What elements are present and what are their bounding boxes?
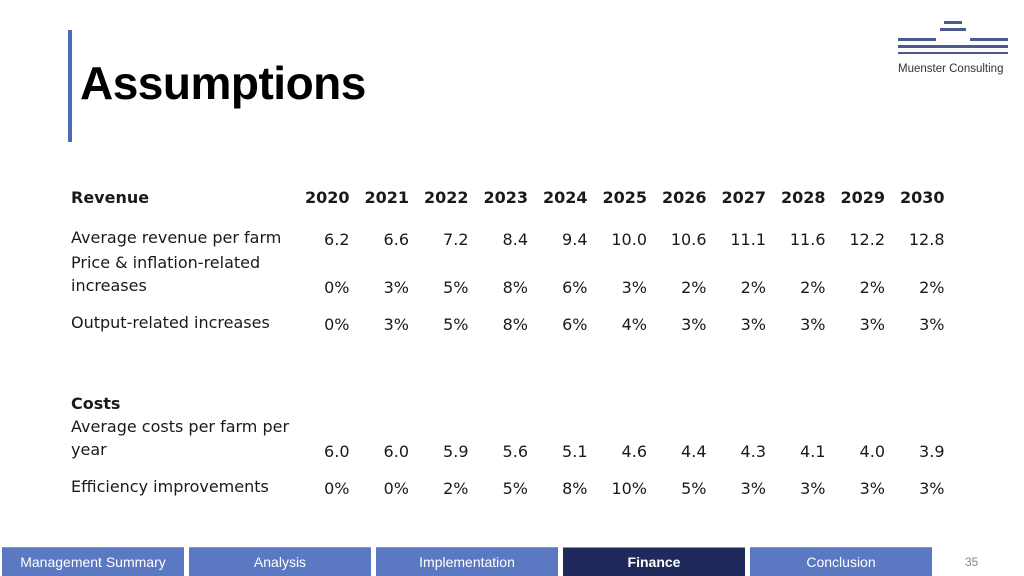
cell-value: 6.0 [383, 442, 409, 461]
cell-value: 5.9 [443, 442, 469, 461]
table-header-row: Revenue 2020 2021 2022 2023 2024 2025 20… [62, 180, 945, 214]
cell-value: 3% [859, 315, 885, 334]
cell-value: 4.1 [800, 442, 826, 461]
year-header: 2022 [423, 187, 469, 207]
table-row: Efficiency improvements 0% 0% 2% 5% 8% 1… [62, 475, 945, 500]
cell-value: 3% [621, 278, 647, 297]
year-header: 2028 [780, 187, 826, 207]
row-label-line: year [71, 440, 107, 459]
cell-value: 2% [681, 278, 707, 297]
cell-value: 12.8 [908, 230, 945, 249]
cell-value: 10.0 [611, 230, 647, 249]
page-title: Assumptions [80, 57, 366, 109]
row-label: Output-related increases [71, 313, 270, 332]
cell-value: 3% [383, 315, 409, 334]
year-header: 2029 [840, 187, 885, 207]
logo-mark-icon [898, 21, 1008, 54]
tab-analysis[interactable]: Analysis [189, 547, 371, 576]
cell-value: 6% [562, 278, 588, 297]
cell-value: 3% [740, 479, 766, 498]
cell-value: 3% [800, 315, 826, 334]
cell-value: 6.0 [324, 442, 350, 461]
year-header: 2020 [304, 187, 350, 207]
cell-value: 3% [919, 315, 945, 334]
cell-value: 11.6 [789, 230, 826, 249]
costs-heading: Costs [71, 394, 121, 413]
table-row: Average revenue per farm 6.2 6.6 7.2 8.4… [62, 226, 945, 251]
cell-value: 3% [919, 479, 945, 498]
cell-value: 3% [681, 315, 707, 334]
tab-management-summary[interactable]: Management Summary [2, 547, 184, 576]
cell-value: 3% [383, 278, 409, 297]
row-label: Price & inflation-related increases [62, 251, 290, 299]
table-row: Costs Average costs per farm per year 6.0 … [62, 392, 945, 463]
assumptions-table: Revenue 2020 2021 2022 2023 2024 2025 20… [62, 180, 945, 500]
cell-value: 2% [859, 278, 885, 297]
cell-value: 6.6 [383, 230, 409, 249]
footer-nav: Management Summary Analysis Implementati… [0, 547, 1024, 576]
cell-value: 7.2 [443, 230, 469, 249]
title-accent-bar [68, 30, 72, 142]
row-label-line: increases [71, 276, 147, 295]
year-header: 2023 [483, 187, 528, 207]
cell-value: 3% [800, 479, 826, 498]
cell-value: 5% [443, 315, 469, 334]
year-header: 2027 [721, 187, 766, 207]
cell-value: 2% [443, 479, 469, 498]
cell-value: 2% [740, 278, 766, 297]
cell-value: 0% [383, 479, 409, 498]
cell-value: 4.3 [740, 442, 766, 461]
table-row: Output-related increases 0% 3% 5% 8% 6% … [62, 311, 945, 336]
cell-value: 5.6 [502, 442, 528, 461]
tab-finance[interactable]: Finance [563, 547, 745, 576]
cell-value: 0% [324, 479, 350, 498]
cell-value: 4.0 [859, 442, 885, 461]
cell-value: 3% [740, 315, 766, 334]
brand-name: Muenster Consulting [898, 63, 1004, 75]
cell-value: 5% [681, 479, 707, 498]
cell-value: 10.6 [670, 230, 707, 249]
tab-implementation[interactable]: Implementation [376, 547, 558, 576]
year-header: 2025 [602, 187, 647, 207]
cell-value: 5% [443, 278, 469, 297]
cell-value: 0% [324, 315, 350, 334]
cell-value: 8% [502, 315, 528, 334]
cell-value: 4.6 [621, 442, 647, 461]
cell-value: 5% [502, 479, 528, 498]
revenue-heading: Revenue [71, 187, 150, 207]
tab-conclusion[interactable]: Conclusion [750, 547, 932, 576]
year-header: 2030 [899, 187, 945, 207]
cell-value: 8.4 [502, 230, 528, 249]
cell-value: 3.9 [919, 442, 945, 461]
cell-value: 8% [562, 479, 588, 498]
cell-value: 6.2 [324, 230, 350, 249]
brand-logo: Muenster Consulting [896, 18, 1008, 78]
cell-value: 8% [502, 278, 528, 297]
cell-value: 5.1 [562, 442, 588, 461]
cell-value: 2% [919, 278, 945, 297]
cell-value: 4% [621, 315, 647, 334]
row-label: Average revenue per farm [71, 228, 282, 247]
table-row: Price & inflation-related increases 0% 3%… [62, 251, 945, 299]
cell-value: 2% [800, 278, 826, 297]
row-label: Efficiency improvements [71, 477, 269, 496]
year-header: 2024 [542, 187, 588, 207]
row-label-line: Price & inflation-related [71, 253, 261, 272]
row-label-line: Average costs per farm per [71, 417, 290, 436]
cell-value: 10% [611, 479, 647, 498]
page-number: 35 [965, 555, 979, 569]
year-header: 2021 [364, 187, 409, 207]
cell-value: 11.1 [730, 230, 766, 249]
cell-value: 9.4 [562, 230, 588, 249]
cell-value: 3% [859, 479, 885, 498]
row-label: Costs Average costs per farm per year [62, 392, 290, 463]
cell-value: 4.4 [681, 442, 707, 461]
cell-value: 6% [562, 315, 588, 334]
cell-value: 0% [324, 278, 350, 297]
year-header: 2026 [661, 187, 707, 207]
cell-value: 12.2 [849, 230, 885, 249]
